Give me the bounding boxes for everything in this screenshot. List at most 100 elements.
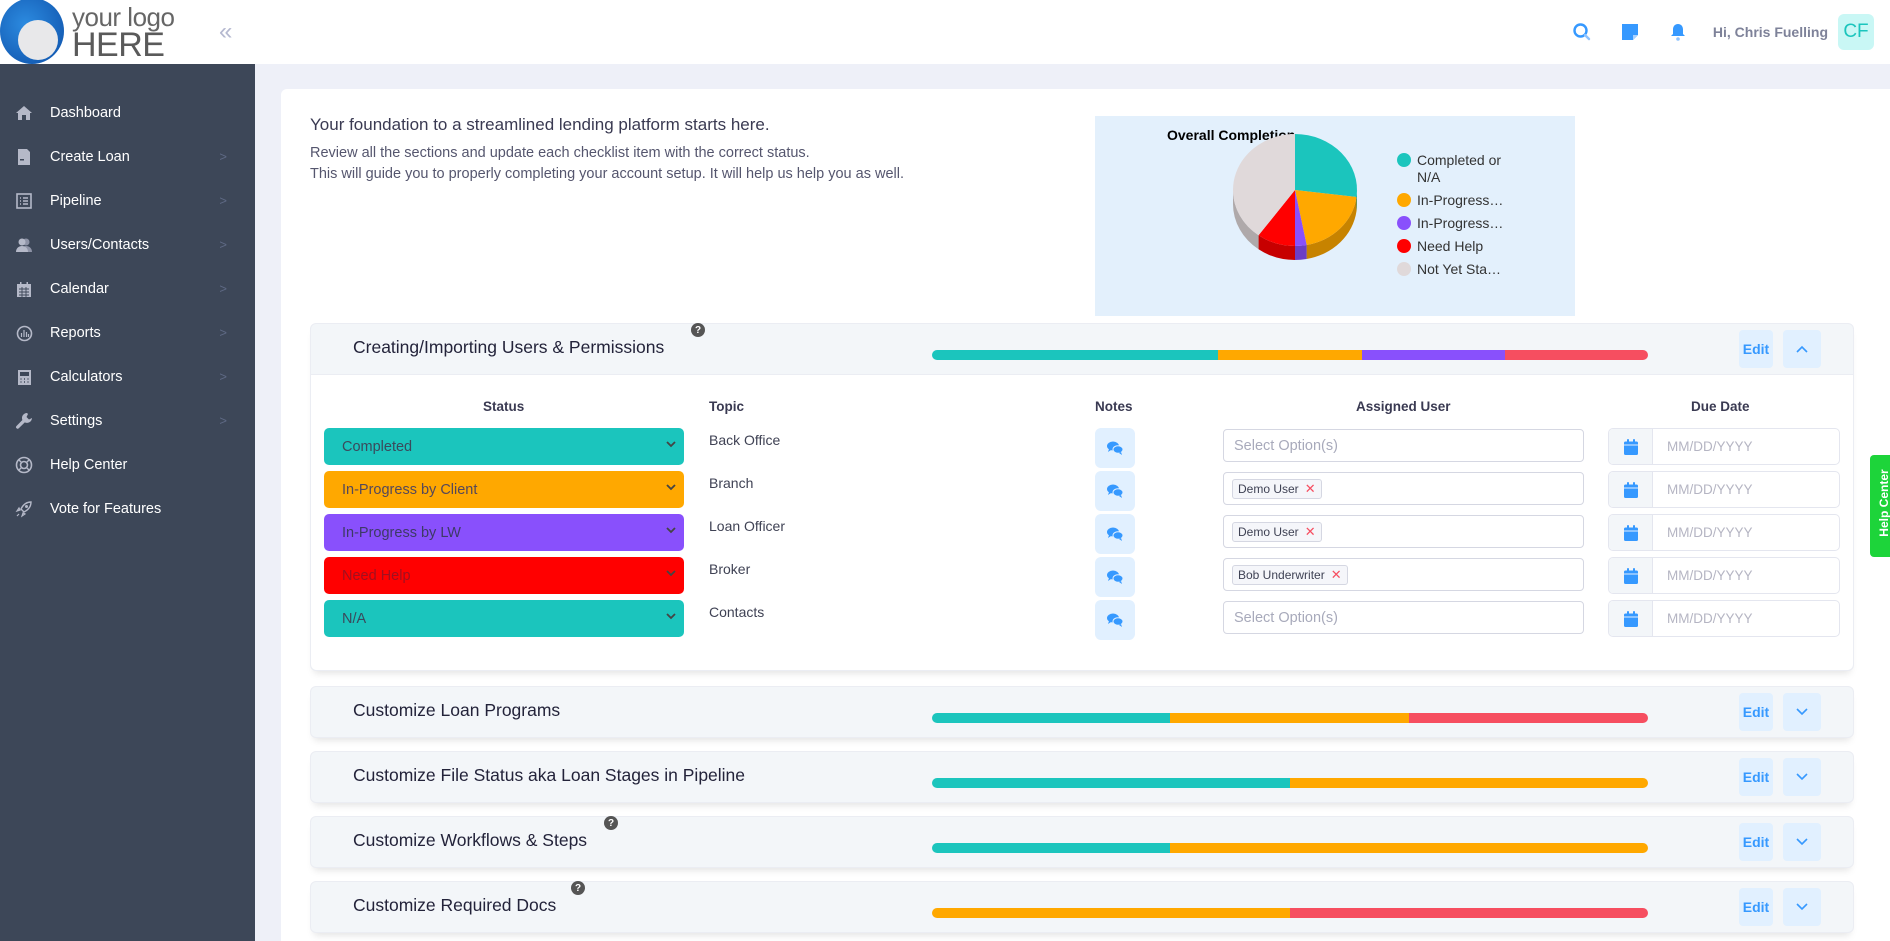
- double-chevron-left-icon: «: [219, 18, 233, 45]
- section-progress-bar: [932, 713, 1648, 723]
- due-date-input[interactable]: MM/DD/YYYY: [1667, 525, 1753, 540]
- remove-chip-icon[interactable]: ✕: [1304, 523, 1316, 539]
- section-title: Customize Required Docs: [353, 895, 557, 915]
- comments-icon: [1107, 527, 1124, 541]
- sidebar-item-label: Vote for Features: [50, 501, 162, 517]
- due-date-picker: MM/DD/YYYY: [1608, 471, 1840, 508]
- sidebar-item-reports[interactable]: Reports >: [0, 311, 255, 355]
- progress-segment-bar-red: [1290, 908, 1648, 918]
- notes-button[interactable]: [1095, 557, 1135, 597]
- sidebar-item-pipeline[interactable]: Pipeline >: [0, 179, 255, 223]
- notifications-button[interactable]: [1665, 19, 1691, 45]
- user-greeting[interactable]: Hi, Chris Fuelling: [1712, 24, 1828, 40]
- chevron-right-icon: >: [219, 369, 227, 384]
- collapse-section-button[interactable]: [1783, 330, 1821, 368]
- sidebar-item-calculators[interactable]: Calculators >: [0, 355, 255, 399]
- topic-label: Contacts: [709, 604, 765, 620]
- help-question-icon[interactable]: ?: [691, 323, 705, 337]
- legend-item[interactable]: Not Yet Sta…: [1397, 261, 1527, 278]
- expand-section-button[interactable]: [1783, 693, 1821, 731]
- logo[interactable]: your logo HERE: [0, 0, 200, 64]
- sidebar-item-help-center[interactable]: Help Center: [0, 443, 255, 487]
- assigned-user-select[interactable]: Select Option(s): [1223, 429, 1584, 462]
- section-progress-bar: [932, 908, 1648, 918]
- header-actions: Hi, Chris Fuelling CF: [1569, 0, 1890, 64]
- status-select-value: In-Progress by Client: [342, 481, 478, 498]
- assigned-user-select[interactable]: Demo User ✕: [1223, 515, 1584, 548]
- section-header[interactable]: Customize Workflows & Steps? Edit: [311, 816, 1853, 867]
- due-date-input[interactable]: MM/DD/YYYY: [1667, 611, 1753, 626]
- edit-button[interactable]: Edit: [1739, 888, 1773, 926]
- section-header[interactable]: Customize Loan Programs Edit: [311, 687, 1853, 737]
- sidebar-collapse-button[interactable]: «: [219, 18, 232, 46]
- legend-item[interactable]: Completed or N/A: [1397, 152, 1527, 186]
- pie-slice-1[interactable]: [1295, 190, 1357, 246]
- sidebar-item-calendar[interactable]: Calendar >: [0, 267, 255, 311]
- pie-slice-2[interactable]: [1295, 190, 1307, 246]
- pie-slice-0[interactable]: [1295, 134, 1357, 198]
- legend-item[interactable]: Need Help: [1397, 238, 1527, 255]
- edit-button[interactable]: Edit: [1739, 330, 1773, 368]
- progress-segment-in-progress-lw: [1361, 350, 1505, 360]
- sidebar-item-create-loan[interactable]: Create Loan >: [0, 135, 255, 179]
- legend-swatch: [1397, 153, 1411, 167]
- due-date-input[interactable]: MM/DD/YYYY: [1667, 568, 1753, 583]
- intro-description: Review all the sections and update each …: [310, 143, 904, 185]
- notes-button[interactable]: [1095, 514, 1135, 554]
- assigned-user-placeholder: Select Option(s): [1234, 437, 1338, 454]
- calendar-button[interactable]: [1609, 515, 1653, 550]
- chart-icon: [14, 323, 34, 343]
- section-body: Status Topic Notes Assigned User Due Dat…: [311, 374, 1853, 670]
- expand-section-button[interactable]: [1783, 888, 1821, 926]
- status-select[interactable]: N/A: [324, 600, 684, 637]
- search-button[interactable]: [1569, 19, 1595, 45]
- assigned-user-select[interactable]: Select Option(s): [1223, 601, 1584, 634]
- pie-slice-4[interactable]: [1233, 134, 1295, 236]
- section-header[interactable]: Customize Required Docs? Edit: [311, 881, 1853, 932]
- section-title: Customize Workflows & Steps: [353, 830, 588, 850]
- remove-chip-icon[interactable]: ✕: [1330, 566, 1342, 582]
- help-question-icon[interactable]: ?: [604, 816, 618, 830]
- notes-button[interactable]: [1095, 600, 1135, 640]
- sidebar: Dashboard Create Loan > Pipeline > Users/C…: [0, 64, 255, 941]
- calendar-button[interactable]: [1609, 601, 1653, 636]
- legend-item[interactable]: In-Progress…: [1397, 192, 1527, 209]
- expand-section-button[interactable]: [1783, 758, 1821, 796]
- sidebar-item-dashboard[interactable]: Dashboard: [0, 91, 255, 135]
- legend-swatch: [1397, 193, 1411, 207]
- sidebar-item-vote-for-features[interactable]: Vote for Features: [0, 487, 255, 531]
- edit-button[interactable]: Edit: [1739, 823, 1773, 861]
- edit-button[interactable]: Edit: [1739, 758, 1773, 796]
- calendar-button[interactable]: [1609, 429, 1653, 464]
- legend-label: Completed or N/A: [1417, 152, 1502, 185]
- legend-swatch: [1397, 262, 1411, 276]
- notes-button[interactable]: [1617, 19, 1643, 45]
- column-header-assigned-user: Assigned User: [1356, 399, 1451, 414]
- remove-chip-icon[interactable]: ✕: [1304, 480, 1316, 496]
- status-select[interactable]: Completed: [324, 428, 684, 465]
- help-question-icon[interactable]: ?: [571, 881, 585, 895]
- status-select[interactable]: Need Help: [324, 557, 684, 594]
- calendar-icon: [1623, 438, 1638, 455]
- pie-slice-3[interactable]: [1258, 190, 1295, 246]
- sidebar-item-label: Create Loan: [50, 149, 130, 165]
- status-select[interactable]: In-Progress by LW: [324, 514, 684, 551]
- expand-section-button[interactable]: [1783, 823, 1821, 861]
- status-select[interactable]: In-Progress by Client: [324, 471, 684, 508]
- edit-button[interactable]: Edit: [1739, 693, 1773, 731]
- sidebar-item-settings[interactable]: Settings >: [0, 399, 255, 443]
- user-avatar[interactable]: CF: [1838, 14, 1874, 50]
- calendar-button[interactable]: [1609, 472, 1653, 507]
- due-date-input[interactable]: MM/DD/YYYY: [1667, 482, 1753, 497]
- notes-button[interactable]: [1095, 471, 1135, 511]
- section-header[interactable]: Creating/Importing Users & Permissions? …: [311, 323, 1853, 374]
- sidebar-item-users-contacts[interactable]: Users/Contacts >: [0, 223, 255, 267]
- section-header[interactable]: Customize File Status aka Loan Stages in…: [311, 752, 1853, 802]
- help-center-tab[interactable]: Help Center: [1870, 455, 1890, 557]
- legend-item[interactable]: In-Progress…: [1397, 215, 1527, 232]
- calendar-button[interactable]: [1609, 558, 1653, 593]
- notes-button[interactable]: [1095, 428, 1135, 468]
- assigned-user-select[interactable]: Demo User ✕: [1223, 472, 1584, 505]
- due-date-input[interactable]: MM/DD/YYYY: [1667, 439, 1753, 454]
- assigned-user-select[interactable]: Bob Underwriter ✕: [1223, 558, 1584, 591]
